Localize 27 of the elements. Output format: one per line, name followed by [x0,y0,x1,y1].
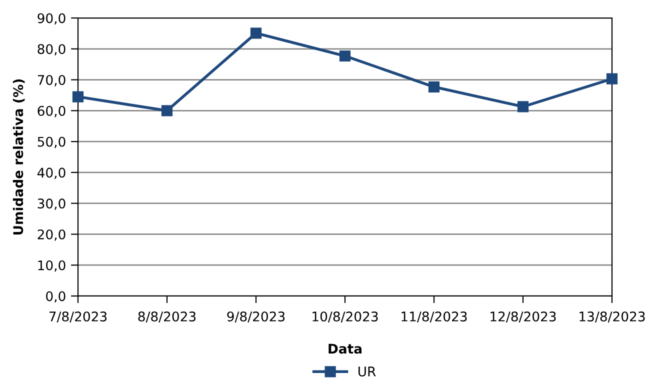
point [250,28,262,39]
y-axis-title: Umidade relativa (%) [12,79,25,234]
y-tick-label: 20,0 [38,229,66,241]
y-tick-label: 80,0 [38,44,66,56]
y-tick-label: 60,0 [38,106,66,118]
point [339,50,351,62]
y-tick-label: 40,0 [37,168,66,179]
x-tick-label: 7/8/2023 [49,312,107,323]
y-tick-label: 0,0 [46,291,66,303]
point [428,81,440,92]
point [606,73,618,84]
point [72,91,84,102]
legend-label: UR [358,366,376,376]
x-tick-label: 11/8/2023 [402,312,467,323]
point [161,105,173,116]
y-tick-label: 10,0 [38,260,66,272]
x-tick-label: 8/8/2023 [138,312,196,323]
x-tick-label: 9/8/2023 [227,312,285,323]
x-tick-label: 13/8/2023 [580,312,645,323]
y-tick-label: 50,0 [38,136,66,148]
y-tick-label: 30,0 [38,198,66,210]
y-tick-label: 70,0 [38,75,66,86]
x-tick-label: 10/8/2023 [312,312,378,323]
y-tick-label: 90,0 [38,13,66,25]
point [517,101,529,112]
x-axis-title: Data [328,344,362,354]
x-tick-label: 12/8/2023 [490,312,556,323]
